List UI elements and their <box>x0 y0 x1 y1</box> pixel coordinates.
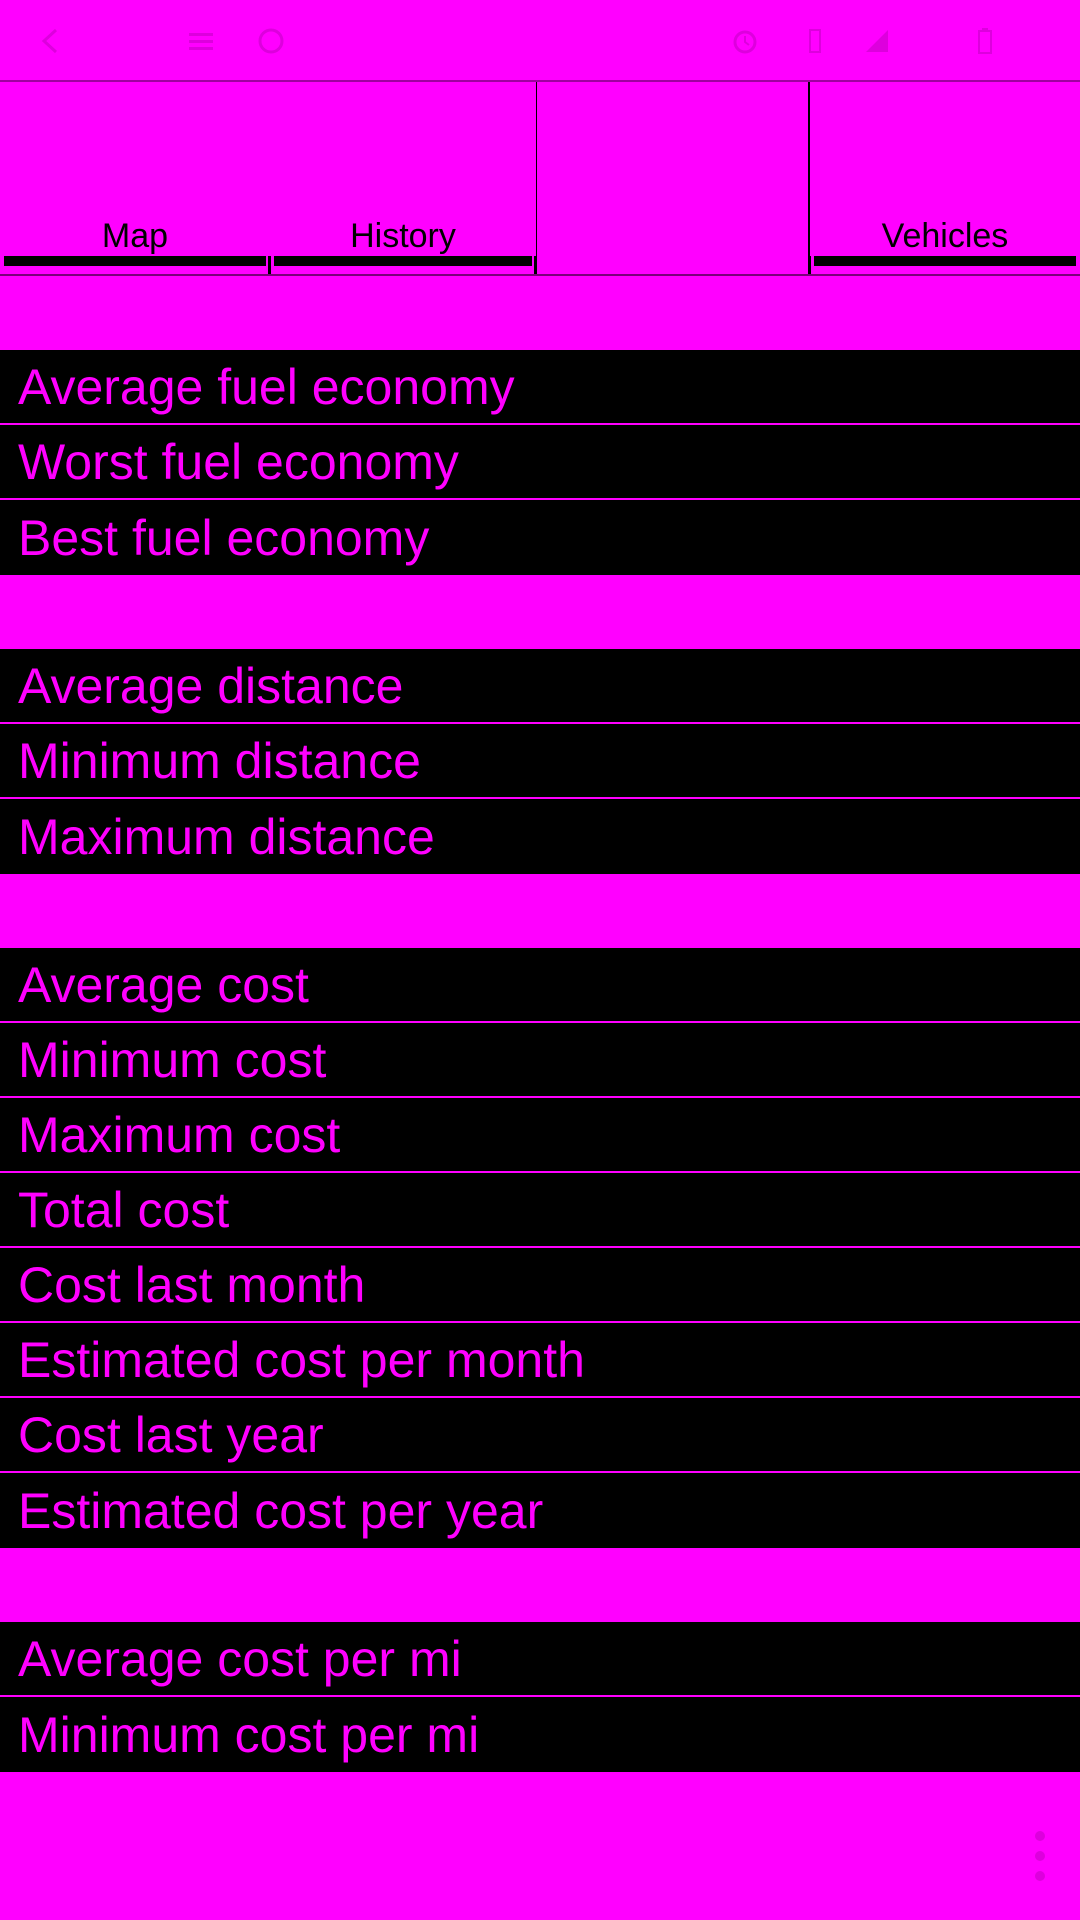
stat-row-maximum-cost[interactable]: Maximum cost <box>0 1098 1080 1173</box>
tab-history-indicator <box>274 254 532 266</box>
section-header-distance <box>0 575 1080 649</box>
stat-row-estimated-cost-per-month[interactable]: Estimated cost per month <box>0 1323 1080 1398</box>
vibrate-icon <box>800 26 830 56</box>
stat-row-maximum-distance[interactable]: Maximum distance <box>0 799 1080 874</box>
signal-icon <box>862 26 892 56</box>
status-bar <box>0 0 1080 82</box>
stat-label: Estimated cost per year <box>18 1482 544 1539</box>
stat-label: Minimum cost <box>18 1031 327 1088</box>
tab-vehicles[interactable]: Vehicles <box>810 82 1080 274</box>
overflow-menu-icon[interactable] <box>1032 1828 1048 1884</box>
tab-map-label: Map <box>101 217 169 255</box>
tab-statistics[interactable] <box>536 82 810 274</box>
stat-row-minimum-distance[interactable]: Minimum distance <box>0 724 1080 799</box>
stat-label: Cost last year <box>18 1406 324 1463</box>
stat-label: Minimum distance <box>18 732 421 789</box>
circle-icon <box>256 26 286 56</box>
stat-label: Best fuel economy <box>18 509 430 566</box>
battery-icon <box>970 26 1000 56</box>
stat-row-average-distance[interactable]: Average distance <box>0 649 1080 724</box>
tab-vehicles-label: Vehicles <box>881 217 1009 255</box>
tab-history-background <box>270 82 536 256</box>
tab-map-background <box>0 82 270 256</box>
stat-label: Average cost <box>18 956 309 1013</box>
stat-row-cost-last-year[interactable]: Cost last year <box>0 1398 1080 1473</box>
stat-label: Maximum distance <box>18 808 435 865</box>
back-icon <box>36 26 66 56</box>
tab-history[interactable]: History <box>270 82 536 274</box>
stat-row-cost-last-month[interactable]: Cost last month <box>0 1248 1080 1323</box>
bottom-bar <box>0 1786 1080 1920</box>
stat-label: Minimum cost per mi <box>18 1706 480 1763</box>
tab-map[interactable]: Map <box>0 82 270 274</box>
stat-row-minimum-cost[interactable]: Minimum cost <box>0 1023 1080 1098</box>
tab-vehicles-indicator <box>814 254 1076 266</box>
stat-row-best-fuel-economy[interactable]: Best fuel economy <box>0 500 1080 575</box>
stat-row-average-fuel-economy[interactable]: Average fuel economy <box>0 350 1080 425</box>
tab-map-indicator <box>4 254 266 266</box>
stat-label: Cost last month <box>18 1256 366 1313</box>
stat-row-average-cost-per-mi[interactable]: Average cost per mi <box>0 1622 1080 1697</box>
stat-row-total-cost[interactable]: Total cost <box>0 1173 1080 1248</box>
stat-row-average-cost[interactable]: Average cost <box>0 948 1080 1023</box>
stat-label: Total cost <box>18 1181 230 1238</box>
stat-row-minimum-cost-per-mi[interactable]: Minimum cost per mi <box>0 1697 1080 1772</box>
stat-label: Worst fuel economy <box>18 433 459 490</box>
stat-row-worst-fuel-economy[interactable]: Worst fuel economy <box>0 425 1080 500</box>
tab-vehicles-background <box>810 82 1080 256</box>
stat-label: Average fuel economy <box>18 358 515 415</box>
tab-history-label: History <box>350 217 456 255</box>
statistics-list: Average fuel economy Worst fuel economy … <box>0 276 1080 1772</box>
stat-label: Average cost per mi <box>18 1630 462 1687</box>
tab-divider <box>808 82 811 274</box>
stat-label: Estimated cost per month <box>18 1331 585 1388</box>
stat-label: Maximum cost <box>18 1106 341 1163</box>
section-header-fuel-economy <box>0 276 1080 350</box>
alarm-icon <box>730 26 760 56</box>
section-header-cost-per-distance <box>0 1548 1080 1622</box>
tab-bar: Map History Vehicles <box>0 82 1080 276</box>
stat-row-estimated-cost-per-year[interactable]: Estimated cost per year <box>0 1473 1080 1548</box>
menu-icon <box>186 26 216 56</box>
section-header-cost <box>0 874 1080 948</box>
stat-label: Average distance <box>18 657 404 714</box>
